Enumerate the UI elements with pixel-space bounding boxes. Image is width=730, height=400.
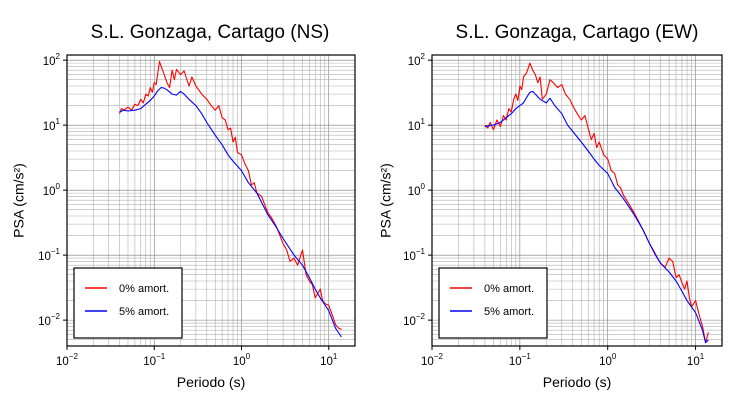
- y-tick-label: 100: [408, 182, 426, 198]
- x-tick-label: 100: [233, 352, 251, 368]
- x-axis-label: Periodo (s): [177, 374, 245, 390]
- chart-panel-1: 10−2 10−1 100 101 10−2 10−1 100 101 102 S.L. Gonz…: [11, 22, 356, 390]
- x-tick-label: 10−1: [143, 352, 165, 368]
- y-tick-label: 100: [43, 182, 61, 198]
- y-tick-label: 10−1: [38, 247, 60, 263]
- legend-label: 0% amort.: [119, 283, 169, 295]
- legend-box: [438, 267, 548, 339]
- legend: 0% amort. 5% amort.: [438, 267, 548, 339]
- plot-frame: [66, 54, 356, 347]
- series-line-zero-damping: [484, 62, 709, 344]
- legend-label: 0% amort.: [484, 283, 534, 295]
- x-tick-label: 10−2: [421, 352, 443, 368]
- x-tick-label: 100: [599, 352, 617, 368]
- y-tick-label: 102: [408, 52, 426, 68]
- series-line-zero-damping: [118, 61, 342, 330]
- series-line-five-percent-damping: [484, 90, 709, 344]
- x-tick-label: 101: [687, 352, 705, 368]
- x-tick-label: 101: [320, 352, 338, 368]
- chart-panel-2: 10−2 10−1 100 101 10−2 10−1 100 101 102 S.L. Gonz…: [378, 22, 723, 390]
- y-tick-label: 102: [43, 52, 61, 68]
- series-line-five-percent-damping: [119, 86, 342, 338]
- plot-frame: [431, 54, 723, 347]
- grid: [66, 55, 356, 347]
- y-axis-label: PSA (cm/s²): [11, 163, 27, 238]
- legend-label: 5% amort.: [484, 306, 534, 318]
- x-tick-label: 10−1: [509, 352, 531, 368]
- legend-label: 5% amort.: [119, 306, 169, 318]
- chart-title: S.L. Gonzaga, Cartago (EW): [456, 22, 699, 43]
- chart-title: S.L. Gonzaga, Cartago (NS): [91, 22, 330, 43]
- legend-box: [73, 267, 183, 339]
- y-tick-label: 10−1: [403, 247, 425, 263]
- y-tick-label: 10−2: [38, 312, 60, 328]
- x-axis-label: Periodo (s): [543, 374, 611, 390]
- y-tick-label: 101: [408, 117, 426, 133]
- x-tick-label: 10−2: [56, 352, 78, 368]
- y-tick-label: 101: [43, 117, 61, 133]
- legend: 0% amort. 5% amort.: [73, 267, 183, 339]
- y-axis-label: PSA (cm/s²): [378, 163, 394, 238]
- y-tick-label: 10−2: [403, 312, 425, 328]
